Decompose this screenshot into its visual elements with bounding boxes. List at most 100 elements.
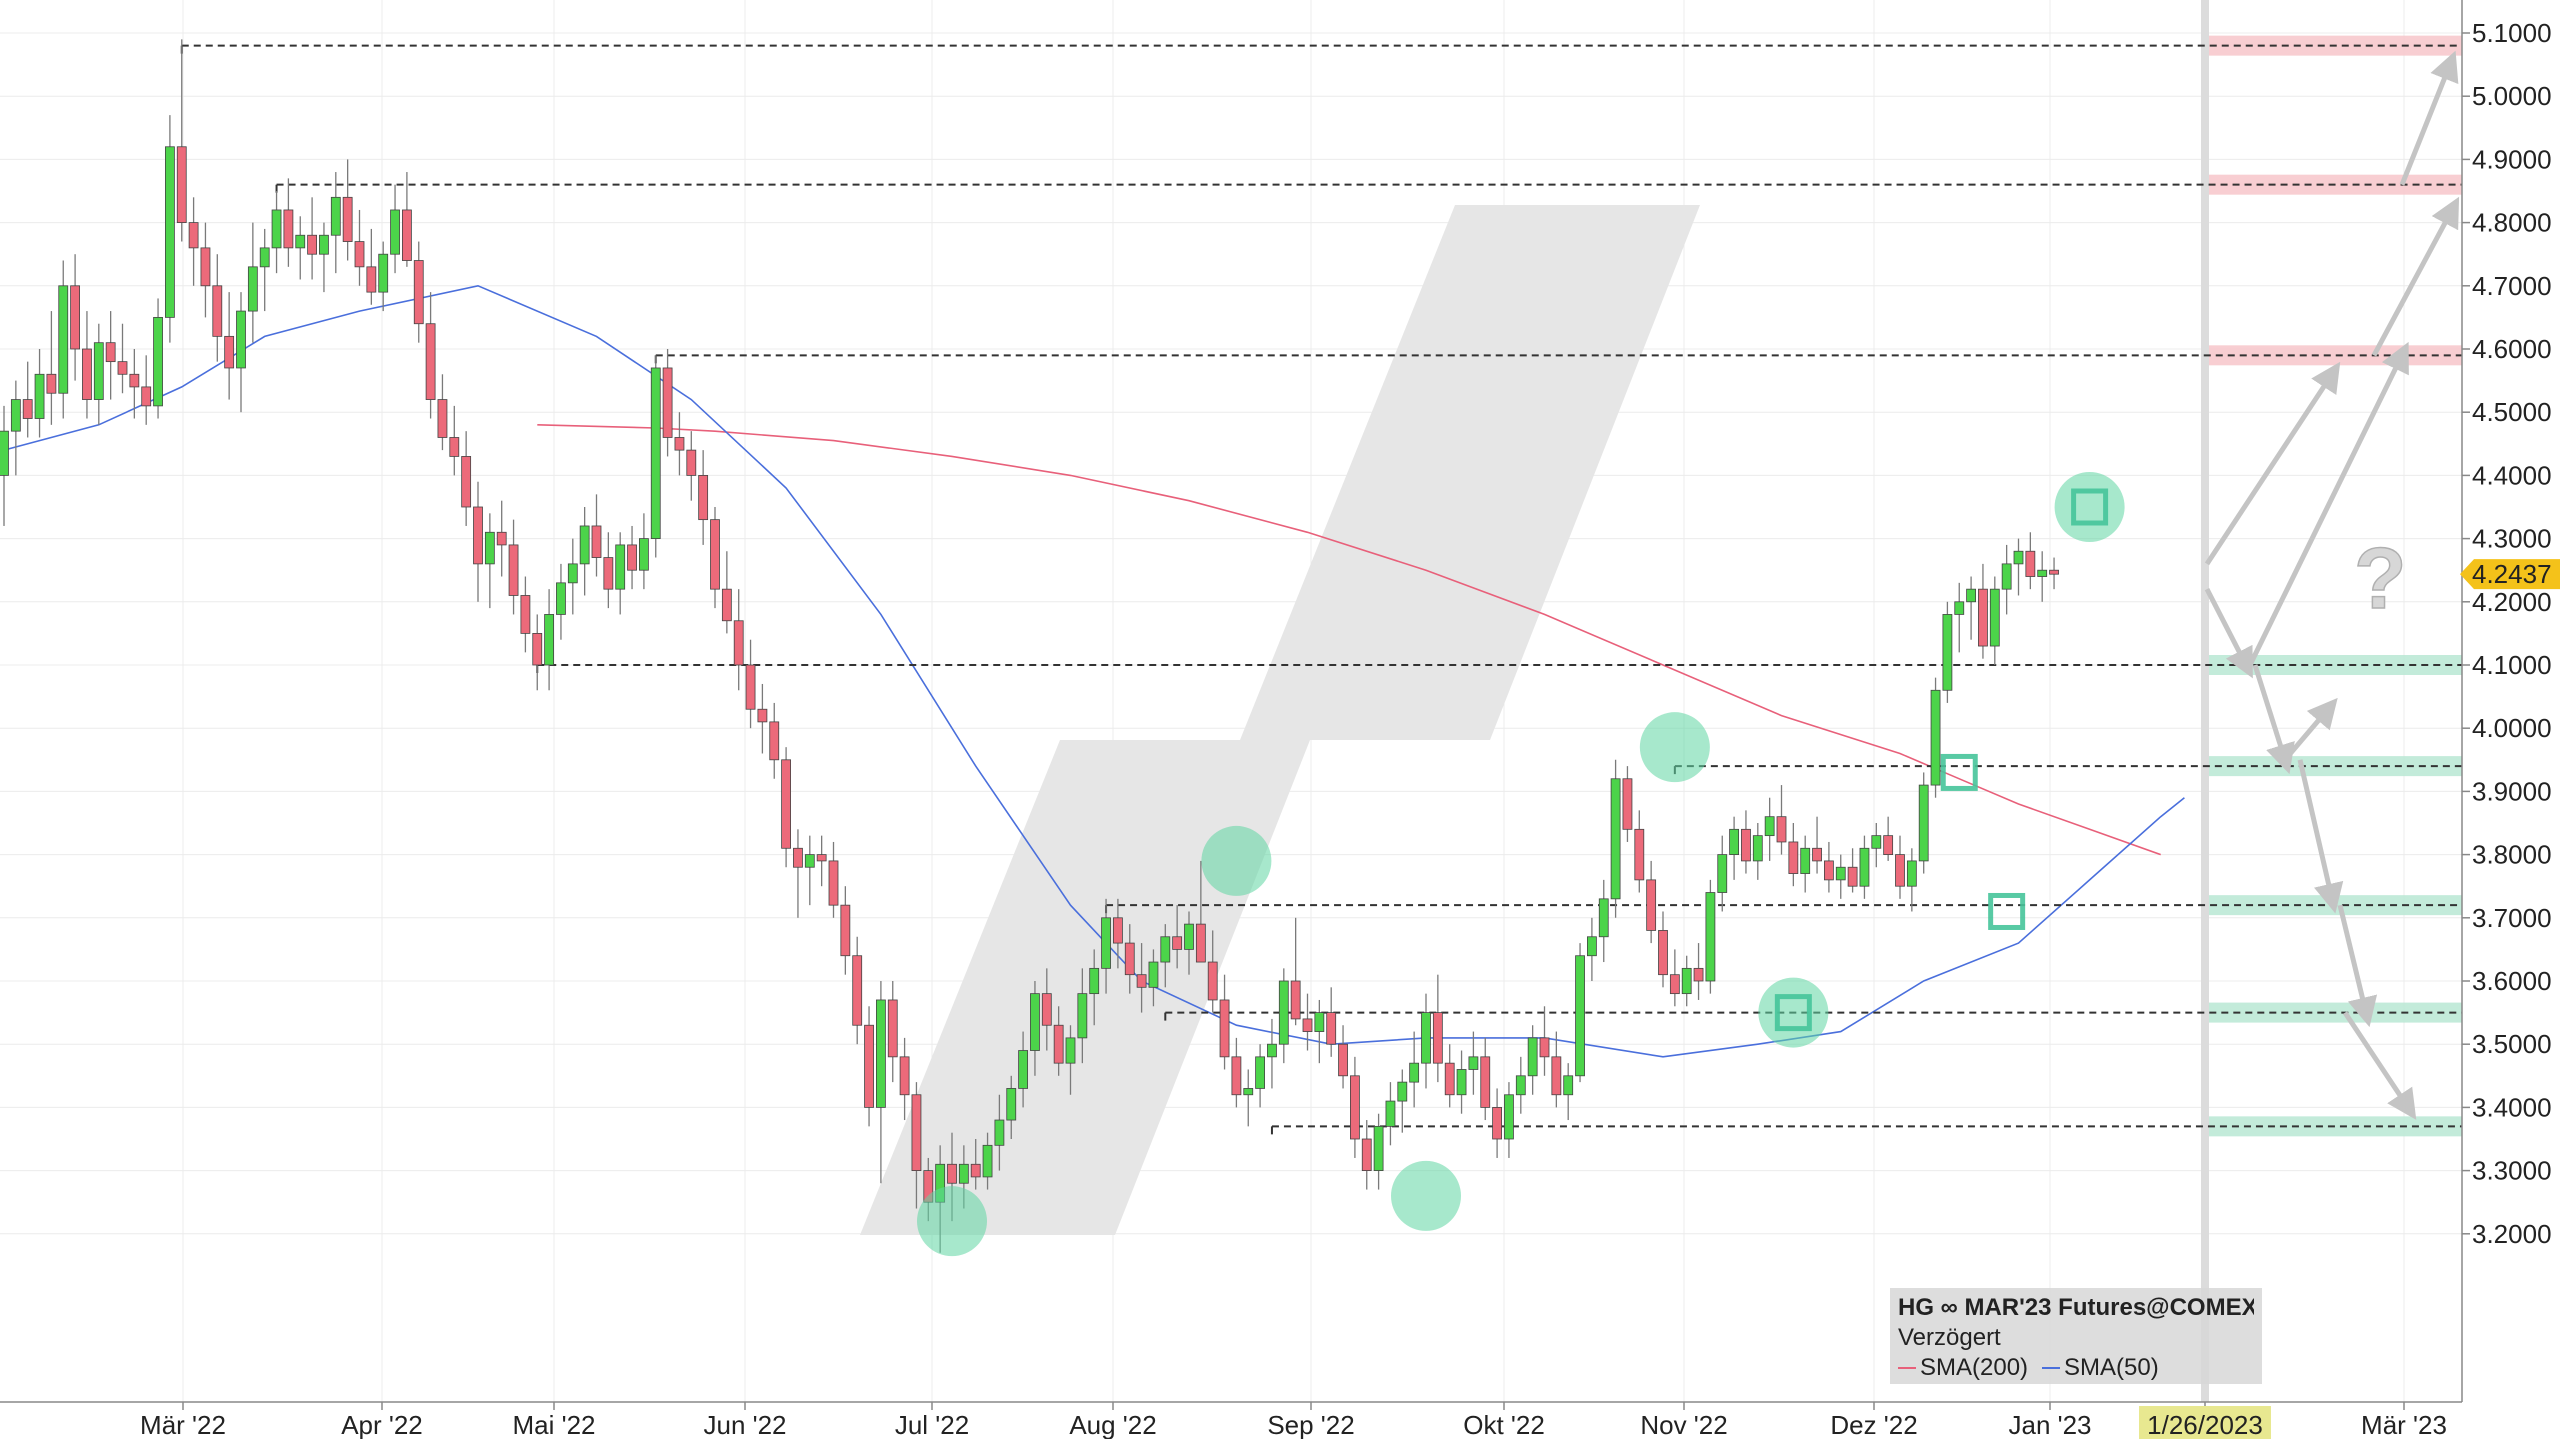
x-tick-label: Sep '22 bbox=[1267, 1410, 1354, 1439]
scenario-arrow-down-2 bbox=[2252, 664, 2295, 775]
y-tick-label: 4.7000 bbox=[2472, 271, 2552, 301]
candle-up bbox=[1421, 1012, 1431, 1064]
legend-item-sma200: SMA(200) bbox=[1898, 1354, 2028, 1382]
legend-row: SMA(200) SMA(50) bbox=[1898, 1354, 2254, 1382]
candle-up bbox=[330, 196, 341, 236]
candle-down bbox=[1136, 974, 1147, 988]
candle-down bbox=[970, 1163, 981, 1178]
candle-down bbox=[283, 209, 294, 249]
support-band bbox=[2203, 655, 2462, 675]
candle-down bbox=[1693, 967, 1704, 982]
candle-up bbox=[1587, 936, 1597, 957]
watermark-logo-left bbox=[860, 740, 1310, 1235]
candle-up bbox=[2001, 563, 2012, 590]
candle-down bbox=[1847, 866, 1858, 887]
candle-up bbox=[153, 316, 163, 407]
candle-down bbox=[947, 1163, 957, 1184]
candle-down bbox=[1195, 923, 1206, 963]
candle-up bbox=[2013, 550, 2024, 565]
highlight-circle bbox=[1639, 712, 1710, 783]
candle-down bbox=[1824, 860, 1834, 881]
candle-up bbox=[1563, 1075, 1574, 1096]
candle-down bbox=[781, 759, 791, 849]
candle-up bbox=[236, 310, 246, 369]
candle-up bbox=[579, 525, 590, 565]
highlight-circle bbox=[1201, 825, 1272, 896]
candle-up bbox=[1314, 1012, 1325, 1032]
y-tick-label: 4.6000 bbox=[2472, 334, 2552, 364]
scenario-arrow-up-3 bbox=[2371, 196, 2460, 357]
candle-down bbox=[674, 437, 685, 451]
highlight-square bbox=[2071, 488, 2109, 526]
horizontal-levels bbox=[180, 44, 2462, 1135]
candle-up bbox=[319, 234, 329, 255]
candle-down bbox=[473, 506, 483, 565]
candle-up bbox=[982, 1144, 993, 1178]
candle-up bbox=[1942, 614, 1953, 691]
y-tick-label: 4.3000 bbox=[2472, 524, 2552, 554]
candle-down bbox=[117, 361, 128, 375]
candle-down bbox=[1432, 1012, 1443, 1064]
last-price-tag bbox=[2460, 559, 2560, 590]
candle-down bbox=[686, 449, 697, 476]
y-tick-label: 4.8000 bbox=[2472, 208, 2552, 238]
candle-down bbox=[1669, 974, 1680, 995]
x-tick-label: Apr '22 bbox=[341, 1410, 423, 1439]
candle-down bbox=[307, 234, 318, 255]
candle-down bbox=[698, 474, 709, 521]
candle-up bbox=[804, 854, 815, 868]
sma200-line bbox=[537, 424, 2161, 856]
highlight-square bbox=[1988, 892, 2026, 930]
candle-down bbox=[22, 399, 33, 419]
candle-down bbox=[1776, 816, 1787, 843]
candle-up bbox=[1148, 961, 1159, 988]
candle-up bbox=[1859, 847, 1870, 887]
candle-down bbox=[1207, 961, 1218, 1001]
candle-down bbox=[1338, 1043, 1348, 1077]
candle-down bbox=[1041, 993, 1052, 1026]
candle-down bbox=[1741, 828, 1751, 862]
candle-down bbox=[899, 1056, 910, 1096]
scenario-arrow-down-3 bbox=[2297, 759, 2344, 914]
candle-down bbox=[1361, 1138, 1372, 1172]
candle-up bbox=[1243, 1088, 1254, 1096]
candle-up bbox=[1385, 1100, 1396, 1127]
candle-up bbox=[295, 234, 306, 249]
candle-down bbox=[591, 525, 602, 558]
candle-up bbox=[650, 367, 661, 539]
watermark-logo-right bbox=[1240, 205, 1700, 740]
y-tick-label: 3.4000 bbox=[2472, 1092, 2552, 1122]
candle-up bbox=[1468, 1056, 1479, 1070]
x-tick-label: Mär '23 bbox=[2361, 1410, 2447, 1439]
candle-up bbox=[876, 999, 886, 1108]
current-date-tag bbox=[2139, 1406, 2271, 1440]
candle-up bbox=[1101, 917, 1111, 969]
candle-up bbox=[247, 266, 258, 312]
candle-up bbox=[1871, 835, 1882, 849]
candle-down bbox=[2025, 550, 2036, 577]
highlight-circle bbox=[1758, 977, 1829, 1048]
candle-up bbox=[1515, 1075, 1526, 1096]
candle-up bbox=[93, 342, 104, 400]
legend-swatch-sma50 bbox=[2042, 1367, 2061, 1369]
candle-up bbox=[34, 373, 45, 419]
candle-down bbox=[1231, 1056, 1242, 1096]
highlight-circle bbox=[1391, 1160, 1461, 1231]
candle-down bbox=[2049, 569, 2059, 575]
x-tick-label: Mai '22 bbox=[512, 1410, 595, 1439]
candle-up bbox=[484, 531, 495, 565]
candle-down bbox=[520, 595, 531, 634]
question-mark: ? bbox=[2354, 531, 2407, 627]
highlight-square bbox=[1940, 753, 1978, 791]
candle-down bbox=[1492, 1107, 1502, 1140]
candle-up bbox=[1006, 1088, 1017, 1121]
candle-up bbox=[1681, 967, 1692, 995]
candle-up bbox=[639, 538, 649, 571]
current-date-marker bbox=[2201, 0, 2209, 1402]
candle-down bbox=[413, 260, 424, 325]
candle-down bbox=[461, 456, 472, 508]
candle-down bbox=[46, 373, 57, 394]
candle-up bbox=[1504, 1094, 1514, 1140]
highlight-circle bbox=[917, 1186, 987, 1257]
